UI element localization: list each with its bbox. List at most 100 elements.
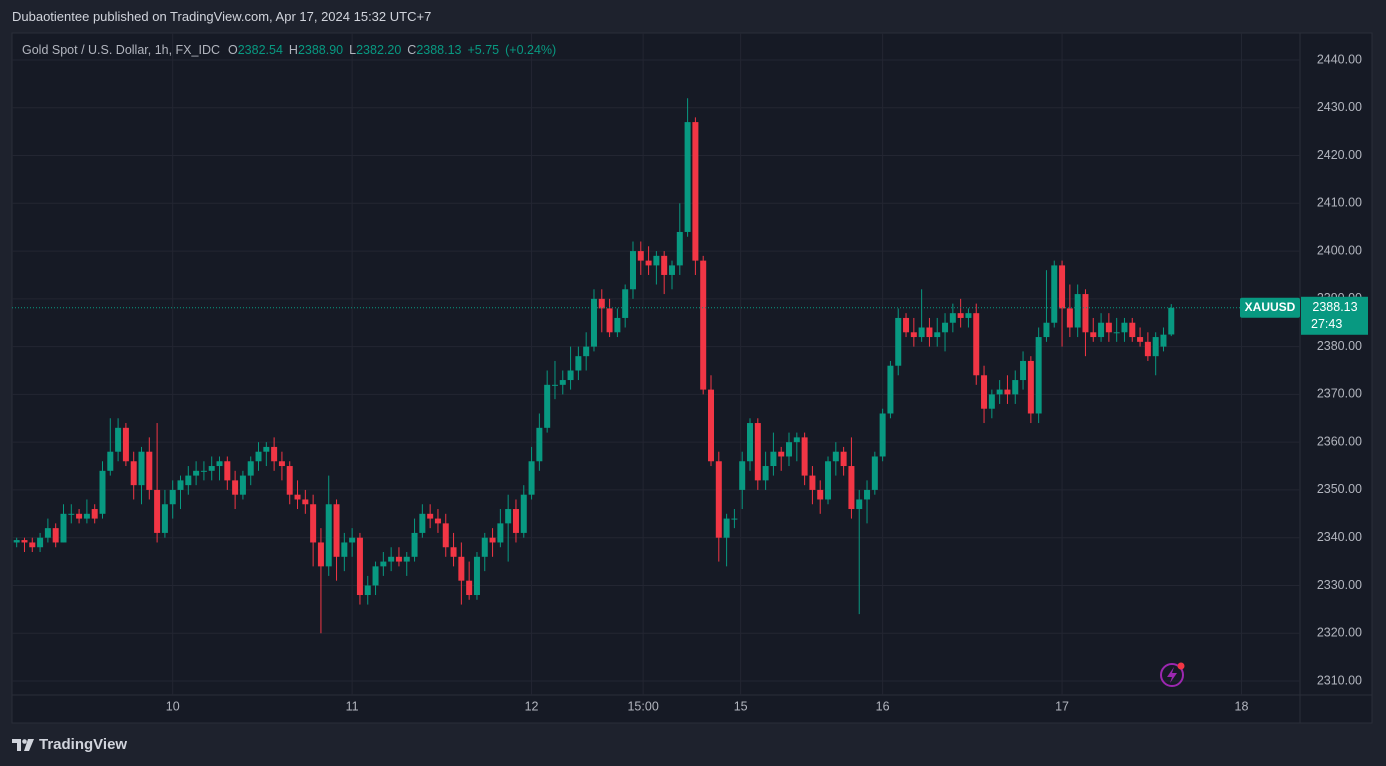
candle-body (825, 461, 832, 500)
ohlc-key: H (288, 43, 298, 57)
candle-body (895, 317, 902, 366)
y-tick-label: 2350.00 (1317, 482, 1362, 496)
candle-body (263, 446, 270, 452)
change-value: +5.75 (467, 43, 500, 57)
candle-body (232, 480, 239, 495)
ohlc-key: C (407, 43, 417, 57)
candle-body (536, 427, 543, 462)
candle-body (115, 427, 122, 452)
candle-body (13, 540, 20, 543)
candle-body (544, 384, 551, 428)
candle-body (349, 537, 356, 543)
candle-body (333, 504, 340, 557)
candle-body (1020, 360, 1027, 381)
candle-body (739, 461, 746, 490)
x-tick-label: 15:00 (627, 699, 658, 713)
candle-body (1082, 294, 1089, 333)
candle-body (754, 423, 761, 481)
candle-body (1051, 265, 1058, 323)
candle-body (76, 513, 83, 519)
candle-body (356, 537, 363, 596)
candle-body (973, 313, 980, 376)
candle-body (598, 298, 605, 309)
ohlc-key: L (349, 43, 357, 57)
candle-body (700, 260, 707, 390)
candle-body (1074, 294, 1081, 328)
candle-body (770, 451, 777, 467)
alert-icon[interactable] (1160, 662, 1185, 687)
candle-body (676, 231, 683, 266)
candle-body (762, 466, 769, 481)
candle-body (692, 122, 699, 261)
candle-body (200, 470, 207, 472)
candle-body (208, 466, 215, 471)
candle-body (637, 251, 644, 261)
candle-body (481, 537, 488, 557)
candle-body (864, 489, 871, 500)
candle-body (856, 499, 863, 510)
candle-body (528, 461, 535, 495)
candle-body (169, 489, 176, 505)
candle-body (918, 327, 925, 338)
candle-body (419, 513, 426, 533)
candle-body (809, 475, 816, 490)
candle-body (622, 289, 629, 318)
candle-body (1160, 334, 1167, 347)
candle-body (302, 499, 309, 505)
candle-body (122, 427, 129, 462)
candle-body (957, 313, 964, 318)
candle-body (887, 365, 894, 414)
x-tick-label: 12 (525, 699, 539, 713)
candle-body (653, 255, 660, 266)
candle-body (278, 461, 285, 467)
candle-body (1090, 332, 1097, 338)
candle-body (965, 313, 972, 318)
symbol-legend: Gold Spot / U.S. Dollar, 1h, FX_IDC O2382… (22, 43, 562, 57)
candle-body (161, 504, 168, 533)
candle-body (107, 451, 114, 471)
x-tick-label: 10 (166, 699, 180, 713)
ohlc-value: 2382.54 (237, 43, 283, 57)
candle-body (668, 265, 675, 275)
candle-body (224, 461, 231, 481)
candle-body (1152, 337, 1159, 357)
candle-body (1004, 389, 1011, 395)
change-percent: (+0.24%) (505, 43, 557, 57)
candle-body (434, 518, 441, 524)
candle-body (747, 423, 754, 462)
candle-body (325, 504, 332, 567)
candle-body (497, 523, 504, 543)
candle-body (154, 489, 161, 533)
candle-body (559, 380, 566, 385)
candle-body (1012, 380, 1019, 395)
candle-body (1129, 322, 1136, 338)
candle-body (372, 566, 379, 586)
y-tick-label: 2370.00 (1317, 387, 1362, 401)
candle-body (981, 375, 988, 409)
candle-body (380, 561, 387, 567)
candle-body (364, 585, 371, 596)
candle-body (271, 446, 278, 462)
candle-body (91, 509, 98, 519)
candle-body (661, 255, 668, 275)
candle-body (801, 437, 808, 476)
candle-body (590, 298, 597, 347)
candle-body (942, 322, 949, 333)
candle-body (614, 317, 621, 333)
symbol-title: Gold Spot / U.S. Dollar, 1h, FX_IDC (22, 43, 220, 57)
y-tick-label: 2420.00 (1317, 148, 1362, 162)
candle-body (629, 251, 636, 290)
candle-body (1144, 341, 1151, 357)
ohlc-value: 2388.13 (416, 43, 462, 57)
x-tick-label: 18 (1235, 699, 1249, 713)
candle-body (411, 532, 418, 557)
candle-body (177, 480, 184, 490)
candle-body (1035, 337, 1042, 414)
candle-body (723, 518, 730, 538)
candle-body (29, 542, 36, 548)
candle-body (684, 122, 691, 232)
price-badge (1301, 296, 1368, 335)
candle-body (255, 451, 262, 462)
